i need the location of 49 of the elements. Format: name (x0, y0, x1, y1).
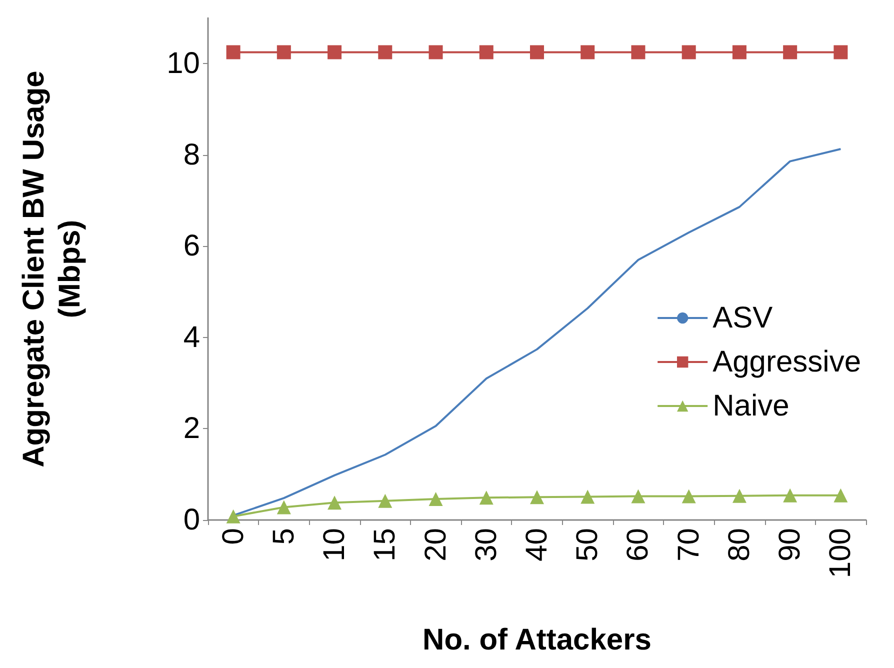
y-axis-title: Aggregate Client BW Usage (Mbps) (18, 70, 86, 468)
x-tick-label: 0 (216, 528, 250, 545)
point (428, 492, 443, 506)
point (530, 45, 544, 60)
point (226, 45, 240, 60)
point (783, 45, 798, 60)
point (732, 45, 746, 60)
x-tick-label: 50 (571, 528, 604, 562)
point (631, 489, 646, 504)
x-tick-label: 40 (520, 528, 554, 562)
point (530, 490, 544, 504)
point (834, 45, 848, 60)
y-tick-label: 2 (183, 412, 200, 446)
point (378, 494, 392, 508)
x-tick-label: 90 (774, 528, 807, 562)
legend-label: Aggressive (712, 346, 862, 378)
y-tick-label: 4 (183, 320, 200, 354)
y-tick-label: 10 (166, 47, 200, 80)
point (328, 496, 342, 510)
point (328, 45, 342, 60)
x-axis-title: No. of Attackers (422, 624, 652, 656)
point (580, 490, 595, 504)
point (732, 488, 746, 503)
point (682, 489, 696, 504)
point (479, 490, 494, 505)
x-tick-label: 5 (267, 528, 300, 545)
x-tick-label: 20 (419, 528, 452, 562)
x-tick-label: 10 (318, 528, 352, 562)
point (834, 488, 848, 502)
point (631, 45, 646, 60)
x-tick-label: 15 (368, 528, 402, 562)
x-tick-label: 100 (824, 528, 858, 578)
legend-label: Naive (712, 390, 790, 422)
point (276, 500, 291, 514)
point (276, 45, 291, 60)
x-tick-label: 30 (470, 528, 503, 562)
point (580, 45, 595, 60)
y-tick-label: 8 (183, 138, 200, 172)
x-tick-label: 80 (722, 528, 756, 562)
x-tick-label: 70 (672, 528, 706, 562)
point (479, 45, 494, 60)
legend-label: ASV (712, 302, 773, 334)
point (428, 45, 443, 60)
x-tick-label: 60 (622, 528, 655, 562)
point (682, 45, 696, 60)
point (783, 488, 798, 502)
point (378, 45, 392, 60)
point (226, 509, 240, 524)
y-tick-label: 6 (183, 230, 200, 263)
